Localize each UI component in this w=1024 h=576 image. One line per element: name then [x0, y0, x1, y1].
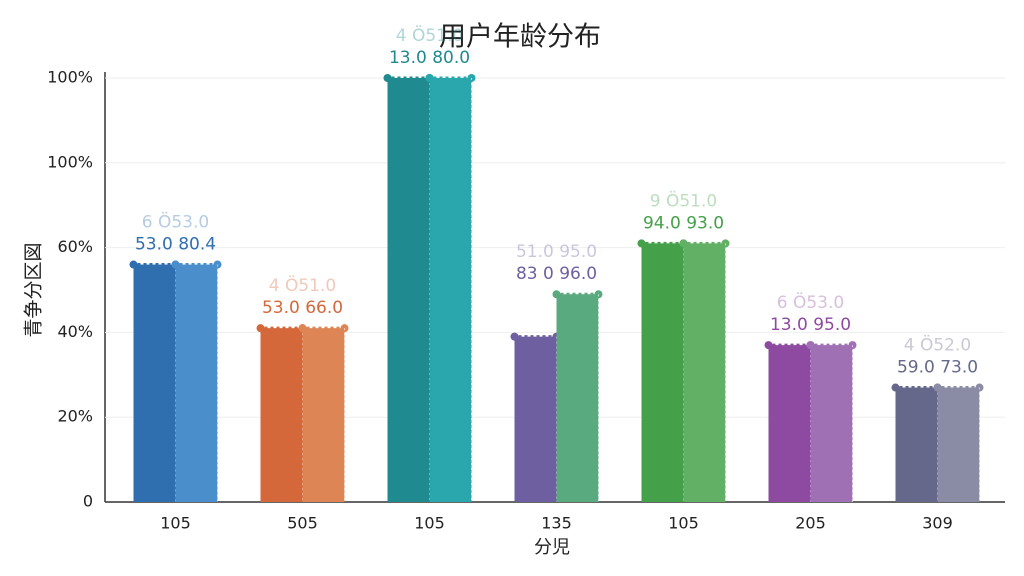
bar-cap-dot	[383, 74, 392, 82]
chart-title: 用户年龄分布	[439, 22, 601, 53]
x-axis-label: 分児	[534, 537, 570, 558]
bar	[260, 328, 303, 502]
bar	[768, 345, 811, 502]
y-tick-label: 0	[83, 492, 93, 511]
ghost-annotation: 4 Ö52.0	[904, 334, 971, 356]
ghost-annotation: 6 Ö53.0	[142, 211, 209, 233]
y-tick-label: 100%	[47, 152, 93, 171]
bar-annotation: 53.0 80.4	[135, 235, 216, 255]
bar-annotation: 83 0 96.0	[516, 264, 597, 284]
x-tick-label: 135	[541, 514, 572, 533]
y-tick-label: 20%	[57, 407, 93, 426]
bar-annotation: 13.0 80.0	[389, 48, 470, 68]
y-tick-label: 60%	[57, 237, 93, 256]
bar-cap-dot	[256, 324, 265, 333]
bar	[175, 264, 218, 502]
bar	[937, 387, 980, 502]
x-tick-label: 205	[795, 514, 826, 533]
bar-cap-dot	[510, 332, 519, 341]
y-axis-label: 青争分区図	[23, 242, 45, 337]
y-tick-label: 40%	[57, 322, 93, 341]
bar-cap-dot	[806, 341, 815, 350]
bar	[895, 387, 938, 502]
ghost-annotation: 51.0 95.0	[516, 242, 597, 262]
bar-cap-dot	[171, 260, 180, 269]
bar	[641, 243, 684, 503]
ghost-annotation: 4 Ö51.0	[269, 274, 336, 296]
bar-annotation: 59.0 73.0	[897, 358, 978, 378]
ghost-annotation: 9 Ö51.0	[650, 189, 717, 211]
bar-cap-dot	[637, 239, 646, 248]
bar	[302, 328, 345, 502]
bar-annotation: 13.0 95.0	[770, 315, 851, 335]
bar	[429, 78, 472, 502]
x-tick-label: 505	[287, 514, 318, 533]
bar-cap-dot	[764, 341, 773, 350]
bar-annotation: 53.0 66.0	[262, 298, 343, 318]
bar-cap-dot	[129, 260, 138, 269]
bar	[556, 294, 599, 502]
bar	[387, 78, 430, 502]
bar-cap-dot	[425, 74, 434, 82]
x-tick-label: 105	[668, 514, 699, 533]
ghost-annotation: 4 Ö51.0	[396, 24, 463, 46]
y-tick-label: 100%	[47, 68, 93, 87]
bar-cap-dot	[891, 383, 900, 392]
x-tick-label: 309	[922, 514, 953, 533]
bar	[683, 243, 726, 503]
bar	[514, 336, 557, 502]
x-tick-label: 105	[414, 514, 445, 533]
bar-cap-dot	[298, 324, 307, 333]
ghost-annotation: 6 Ö53.0	[777, 291, 844, 313]
bar	[133, 264, 176, 502]
x-tick-label: 105	[160, 514, 191, 533]
bar-annotation: 94.0 93.0	[643, 213, 724, 233]
bar	[810, 345, 853, 502]
bar-cap-dot	[552, 290, 561, 299]
bar-cap-dot	[679, 239, 688, 248]
bar-cap-dot	[933, 383, 942, 392]
